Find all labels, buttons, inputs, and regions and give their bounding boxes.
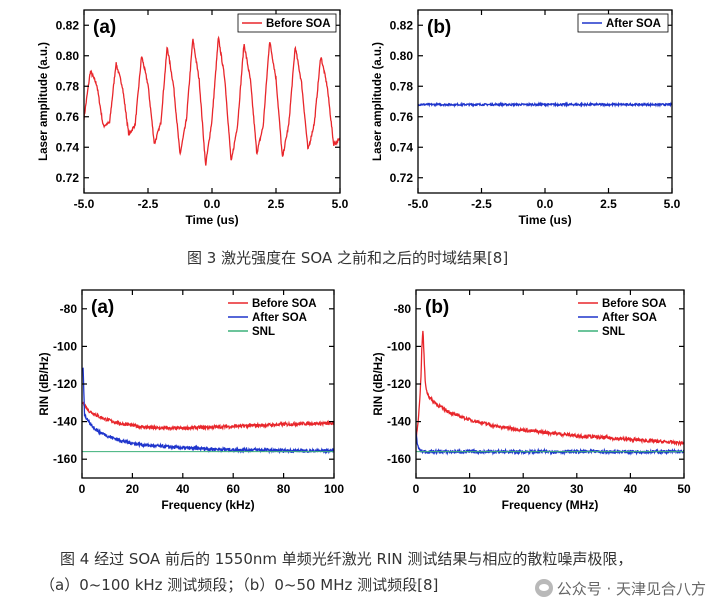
panel-label: (a): [93, 17, 116, 38]
x-tick-label: 5.0: [664, 197, 681, 211]
x-tick-label: 0.0: [537, 197, 554, 211]
y-tick-label: -160: [387, 452, 411, 466]
wechat-public-account-icon: [534, 579, 553, 597]
x-tick-label: 0: [413, 482, 420, 496]
y-tick-label: -100: [387, 339, 411, 353]
panel-label: (b): [425, 297, 449, 318]
x-axis-label: Time (us): [518, 213, 571, 227]
y-tick-label: 0.82: [390, 18, 414, 32]
y-axis-label: RIN (dB/Hz): [373, 352, 385, 415]
legend-box: [237, 13, 337, 33]
x-tick-label: 2.5: [268, 197, 285, 211]
x-tick-label: 40: [624, 482, 638, 496]
y-tick-label: 0.80: [56, 49, 80, 63]
series-line-after-soa: [418, 101, 672, 108]
legend-label: After SOA: [606, 18, 661, 30]
watermark: 公众号 · 天津见合八方: [534, 578, 706, 599]
x-tick-label: 20: [517, 482, 531, 496]
chart-fig4b: 0 10 20 30 40 50 -160 -140 -120 -100 -80 Frequency …: [373, 289, 691, 512]
chart-fig3b: -5.0 -2.5 0.0 2.5 5.0 0.72 0.74 0.76 0.78 0.80 0.8…: [372, 9, 681, 227]
y-tick-label: -120: [387, 377, 411, 391]
y-tick-label: -80: [394, 302, 412, 316]
y-tick-label: -140: [387, 415, 411, 429]
x-tick-label: -5.0: [408, 197, 429, 211]
y-tick-label: -80: [60, 302, 78, 316]
series-line-before-soa: [84, 35, 340, 166]
legend-label: SNL: [602, 326, 625, 338]
figure-3-caption: 图 3 激光强度在 SOA 之前和之后的时域结果[8]: [187, 249, 509, 267]
y-tick-label: 0.76: [390, 110, 414, 124]
legend: Before SOA After SOA SNL: [228, 298, 317, 338]
watermark-text: 公众号 · 天津见合八方: [556, 580, 706, 598]
legend: Before SOA After SOA SNL: [578, 298, 667, 338]
y-tick-label: 0.78: [390, 79, 414, 93]
series-line-before-soa: [416, 330, 684, 447]
plot-frame: [83, 9, 341, 194]
legend-label: Before SOA: [252, 298, 317, 310]
y-tick-label: -160: [53, 452, 77, 466]
panel-label: (a): [91, 297, 114, 318]
y-tick-label: 0.74: [56, 140, 80, 154]
x-axis-label: Frequency (MHz): [502, 498, 599, 512]
legend-label: After SOA: [602, 312, 657, 324]
x-tick-label: 30: [570, 482, 584, 496]
x-tick-label: -2.5: [471, 197, 492, 211]
y-tick-label: -120: [53, 377, 77, 391]
x-tick-label: 60: [227, 482, 241, 496]
x-axis-label: Time (us): [185, 213, 238, 227]
series-line-after-soa: [82, 367, 334, 455]
x-tick-label: 10: [463, 482, 477, 496]
figure-4-caption-line-1: 图 4 经过 SOA 前后的 1550nm 单频光纤激光 RIN 测试结果与相应…: [60, 550, 633, 568]
y-axis-label: RIN (dB/Hz): [39, 352, 51, 415]
y-tick-label: 0.80: [390, 49, 414, 63]
y-tick-label: 0.78: [56, 79, 80, 93]
x-tick-label: 20: [126, 482, 140, 496]
y-tick-label: -100: [53, 339, 77, 353]
x-tick-label: 80: [277, 482, 291, 496]
x-tick-label: 5.0: [332, 197, 349, 211]
legend: After SOA: [577, 13, 669, 33]
y-axis-label: Laser amplitude (a.u.): [372, 42, 384, 161]
legend-label: SNL: [252, 326, 275, 338]
y-tick-label: 0.76: [56, 110, 80, 124]
legend: Before SOA: [237, 13, 337, 33]
x-axis-label: Frequency (kHz): [161, 498, 254, 512]
y-axis-label: Laser amplitude (a.u.): [38, 42, 50, 161]
plot-frame: [417, 9, 673, 194]
figure-4-caption-line-2: （a）0~100 kHz 测试频段；（b）0~50 MHz 测试频段[8]: [40, 576, 439, 594]
chart-fig3a: -5.0 -2.5 0.0 2.5 5.0 0.72 0.74 0.76 0.78 0.80 0.8…: [38, 9, 349, 227]
x-tick-label: 0: [79, 482, 86, 496]
y-tick-label: 0.72: [56, 171, 80, 185]
legend-label: Before SOA: [602, 298, 667, 310]
y-tick-label: 0.82: [56, 18, 80, 32]
x-tick-label: 0.0: [204, 197, 221, 211]
y-tick-label: -140: [53, 415, 77, 429]
x-tick-label: 40: [176, 482, 190, 496]
x-tick-label: -2.5: [138, 197, 159, 211]
x-tick-label: -5.0: [74, 197, 95, 211]
chart-fig4a: 0 20 40 60 80 100 -160 -140 -120 -100 -80 Frequency…: [39, 289, 344, 512]
legend-box: [577, 13, 669, 33]
legend-label: After SOA: [252, 312, 307, 324]
panel-label: (b): [427, 17, 451, 38]
x-tick-label: 2.5: [600, 197, 617, 211]
x-tick-label: 100: [324, 482, 344, 496]
y-tick-label: 0.74: [390, 140, 414, 154]
legend-label: Before SOA: [266, 18, 331, 30]
y-tick-label: 0.72: [390, 171, 414, 185]
series-line-before-soa: [82, 401, 334, 432]
x-tick-label: 50: [677, 482, 691, 496]
